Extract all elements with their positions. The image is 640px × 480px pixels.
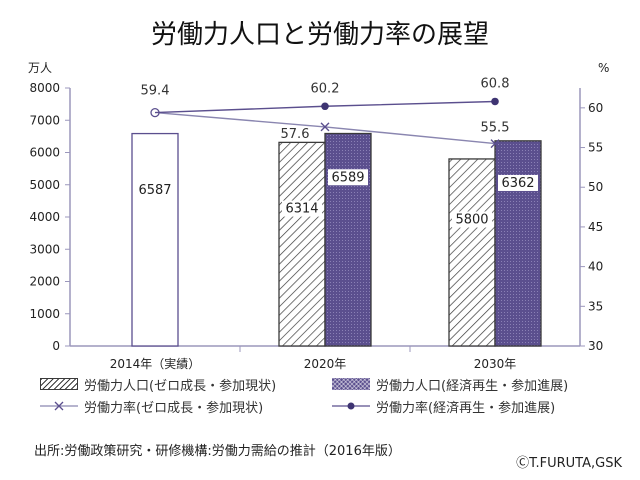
dot-marker-line-icon [332,402,370,410]
x-tick-label: 2014年（実績） [110,356,201,371]
line-data-label: 57.6 [281,127,310,142]
legend: 労働力人口(ゼロ成長・参加現状) 労働力人口(経済再生・参加進展) 労働力率(ゼ… [40,373,630,417]
legend-label: 労働力人口(ゼロ成長・参加現状) [84,378,277,394]
legend-label: 労働力率(経済再生・参加進展) [376,400,556,416]
crosshatched-bar-swatch-icon [332,378,370,390]
bar-data-label: 6314 [285,202,318,217]
legend-item-labor-force-zero-growth: 労働力人口(ゼロ成長・参加現状) [40,375,332,394]
bar-revival [324,132,372,347]
legend-item-rate-zero-growth: 労働力率(ゼロ成長・参加現状) [40,397,332,416]
bar-data-label: 6362 [501,176,534,191]
line-data-label: 60.8 [481,76,510,91]
left-tick-label: 1000 [29,307,60,321]
chart-title: 労働力人口と労働力率の展望 [150,20,489,50]
bar-zero-growth [448,158,496,347]
point-marker [320,122,330,132]
left-axis-unit: 万人 [28,61,52,75]
right-tick-label: 60 [588,101,603,115]
copyright: ⒸT.FURUTA,GSK [516,456,622,471]
left-tick-label: 5000 [29,178,60,192]
line-data-label: 59.4 [141,84,170,99]
right-tick-label: 55 [588,141,603,155]
bar-revival [494,140,542,347]
bar-data-label: 6587 [138,183,171,198]
left-tick-label: 3000 [29,242,60,256]
line-data-label: 60.2 [311,81,340,96]
line-data-label: 55.5 [481,121,510,136]
bar-data-label: 5800 [455,213,488,228]
source-note: 出所:労働政策研究・研修機構:労働力需給の推計（2016年版） [34,444,401,459]
point-marker [491,97,499,106]
right-axis-unit: % [598,61,609,75]
legend-item-labor-force-revival: 労働力人口(経済再生・参加進展) [332,375,624,394]
legend-label: 労働力人口(経済再生・参加進展) [376,378,569,394]
hatched-bar-swatch-icon [40,378,78,390]
right-tick-label: 45 [588,220,603,234]
bar-data-label: 6589 [331,170,364,185]
left-tick-label: 8000 [29,81,60,95]
x-marker-line-icon [40,401,78,411]
left-tick-label: 0 [52,339,60,353]
right-tick-label: 35 [588,299,603,313]
bar-data-label-bg [282,200,322,217]
legend-item-rate-revival: 労働力率(経済再生・参加進展) [332,397,624,416]
bar-data-label-bg [452,211,492,228]
point-marker [321,102,329,111]
left-tick-label: 2000 [29,275,60,289]
right-tick-label: 50 [588,180,603,194]
bar-zero-growth [278,141,326,347]
bar-data-label-bg [135,182,175,199]
x-tick-label: 2020年 [304,357,347,371]
bar-zero-growth [131,132,179,347]
bar-data-label-bg [498,174,538,191]
right-tick-label: 40 [588,260,603,274]
legend-label: 労働力率(ゼロ成長・参加現状) [84,400,264,416]
left-tick-label: 4000 [29,210,60,224]
point-marker [490,139,500,149]
bar-data-label-bg [328,169,368,186]
x-tick-label: 2030年 [474,357,517,371]
left-tick-label: 6000 [29,146,60,160]
left-tick-label: 7000 [29,113,60,127]
right-tick-label: 30 [588,339,603,353]
